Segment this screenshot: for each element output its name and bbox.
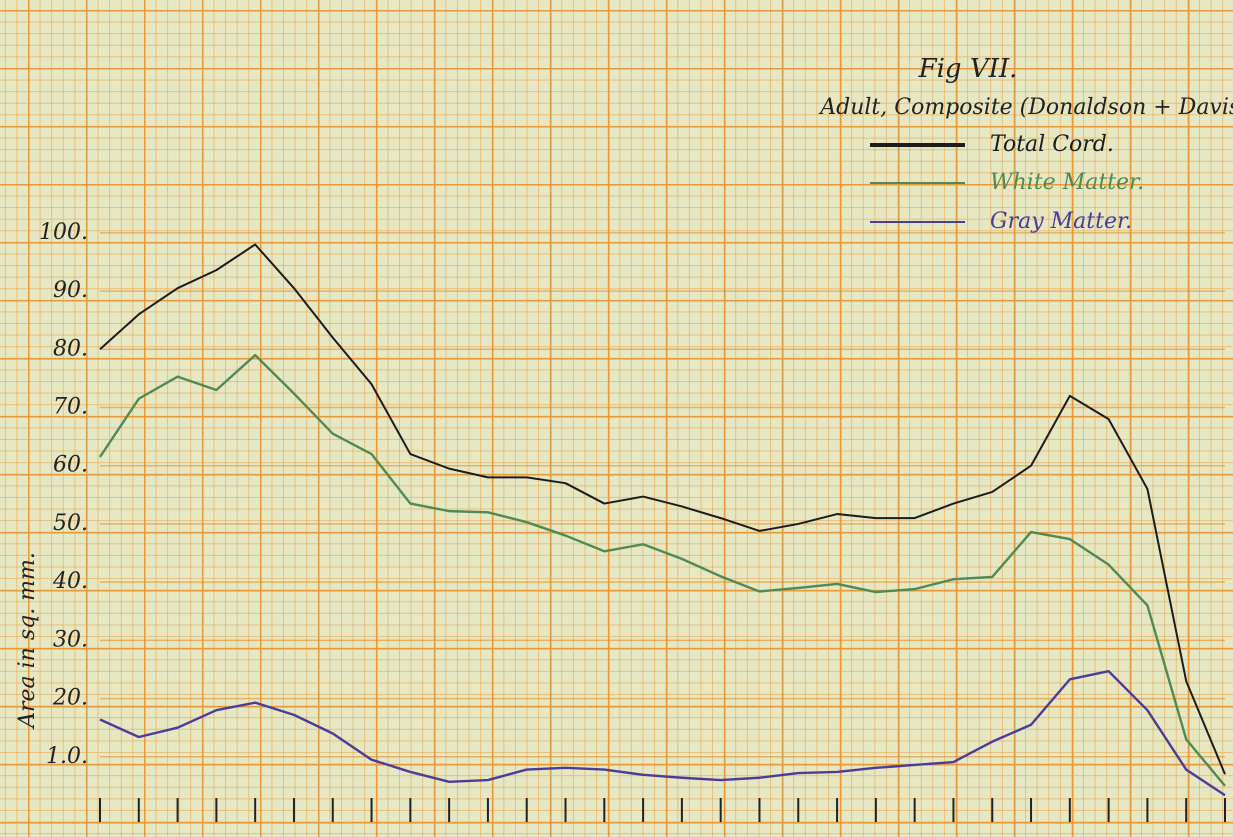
y-tick-label: 1.0. xyxy=(46,744,88,769)
y-tick-label: 80. xyxy=(53,336,88,361)
y-axis-label: Area in sq. mm. xyxy=(15,552,40,730)
chart-subtitle: Adult, Composite (Donaldson + Davis.) xyxy=(818,95,1233,120)
series-line xyxy=(99,353,1226,787)
series-line xyxy=(99,670,1226,797)
legend-label: Total Cord. xyxy=(990,132,1114,157)
y-tick-label: 30. xyxy=(53,627,88,652)
y-tick-label: 90. xyxy=(53,278,88,303)
chart-title: Fig VII. xyxy=(918,54,1018,84)
legend-label: Gray Matter. xyxy=(990,209,1132,234)
y-tick-label: 60. xyxy=(53,453,88,478)
y-tick-label: 50. xyxy=(53,511,88,536)
series-line xyxy=(99,243,1226,775)
y-tick-label: 20. xyxy=(52,686,88,711)
y-tick-label: 40. xyxy=(52,569,88,594)
y-tick-label: 70. xyxy=(53,395,88,420)
y-tick-label: 100. xyxy=(39,220,88,245)
legend-label: White Matter. xyxy=(990,170,1144,195)
